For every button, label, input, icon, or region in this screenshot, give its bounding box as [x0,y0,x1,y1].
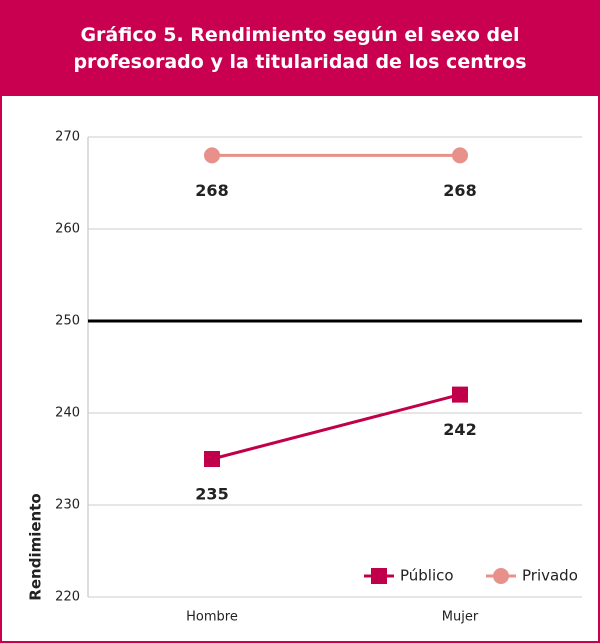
y-tick-label: 220 [55,590,80,605]
legend-label: Público [400,567,454,585]
y-axis-label: Rendimiento [27,493,45,600]
point [204,147,220,164]
y-tick-label: 260 [55,222,80,237]
legend-label: Privado [522,567,578,585]
data-label: 268 [195,181,228,200]
legend-marker [371,568,387,584]
chart-title: Gráfico 5. Rendimiento según el sexo del… [73,24,527,73]
x-tick-label: Mujer [442,610,479,625]
y-tick-label: 270 [55,130,80,145]
y-tick-label: 230 [55,498,80,513]
point [452,386,468,403]
data-label: 242 [443,420,476,439]
series-line [211,393,461,461]
x-tick-label: Hombre [186,610,238,625]
point [452,147,468,164]
y-tick-label: 240 [55,406,80,421]
y-tick-label: 250 [55,314,80,329]
data-label: 235 [195,485,228,504]
header: Gráfico 5. Rendimiento según el sexo del… [2,2,598,96]
data-label: 268 [443,181,476,200]
legend-marker [493,568,509,584]
point [204,451,220,467]
